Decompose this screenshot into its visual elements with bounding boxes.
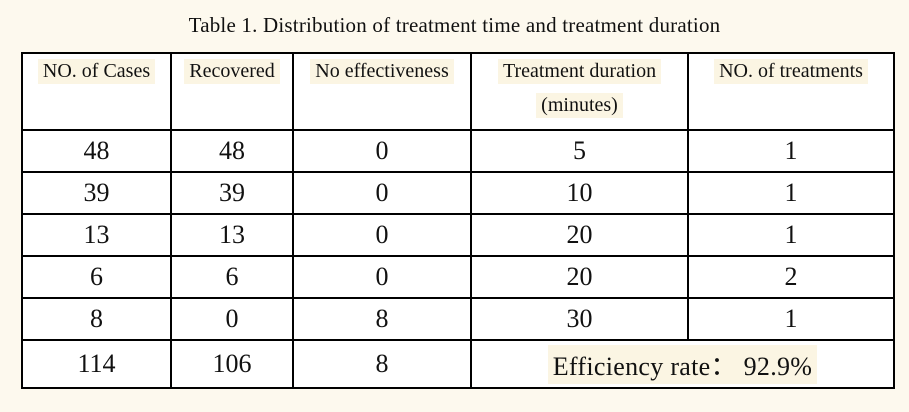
column-header-label: Recovered	[184, 59, 280, 84]
table-cell: 10	[470, 171, 689, 215]
table-cell: 1	[687, 297, 895, 341]
table-cell: 30	[470, 297, 689, 341]
column-header-label: NO. of Cases	[37, 59, 156, 84]
table-cell: 1	[687, 129, 895, 173]
header-row: NO. of Cases Recovered No effectiveness …	[21, 52, 895, 131]
table-cell: 48	[21, 129, 172, 173]
summary-row: 114 106 8 Efficiency rate： 92.9%	[21, 339, 895, 389]
table-cell: 6	[170, 255, 294, 299]
treatment-distribution-table: NO. of Cases Recovered No effectiveness …	[21, 52, 895, 389]
column-header-no-of-treatments: NO. of treatments	[687, 52, 895, 131]
column-header-unit: (minutes)	[473, 93, 686, 118]
table-cell: 8	[21, 297, 172, 341]
table-cell: 1	[687, 213, 895, 257]
table-cell: 0	[292, 255, 472, 299]
table-cell: 13	[170, 213, 294, 257]
table-cell: 0	[292, 129, 472, 173]
table-body: 48 48 0 5 1 39 39 0 10 1 13 13 0 20 1	[21, 129, 895, 389]
table-cell: 2	[687, 255, 895, 299]
table-header: NO. of Cases Recovered No effectiveness …	[21, 52, 895, 131]
table-cell: 6	[21, 255, 172, 299]
table-title: Table 1. Distribution of treatment time …	[188, 13, 721, 37]
table-cell: 20	[470, 255, 689, 299]
table-cell: 1	[687, 171, 895, 215]
table-cell: 48	[170, 129, 294, 173]
table-cell: 39	[170, 171, 294, 215]
table-row: 8 0 8 30 1	[21, 297, 895, 341]
column-header-recovered: Recovered	[170, 52, 294, 131]
column-header-label: Treatment duration	[473, 59, 686, 84]
table-cell: 13	[21, 213, 172, 257]
table-cell: 0	[292, 213, 472, 257]
table-row: 39 39 0 10 1	[21, 171, 895, 215]
efficiency-rate-label: Efficiency rate： 92.9%	[547, 344, 818, 384]
column-header-no-of-cases: NO. of Cases	[21, 52, 172, 131]
column-header-no-effectiveness: No effectiveness	[292, 52, 472, 131]
table-row: 13 13 0 20 1	[21, 213, 895, 257]
column-header-label: No effectiveness	[310, 59, 454, 84]
table-cell: 20	[470, 213, 689, 257]
total-no-effectiveness-cell: 8	[292, 339, 472, 389]
total-cases-cell: 114	[21, 339, 172, 389]
table-cell: 39	[21, 171, 172, 215]
efficiency-rate-cell: Efficiency rate： 92.9%	[470, 339, 895, 389]
table-row: 6 6 0 20 2	[21, 255, 895, 299]
column-header-label: NO. of treatments	[714, 59, 868, 84]
table-cell: 0	[170, 297, 294, 341]
total-recovered-cell: 106	[170, 339, 294, 389]
table-cell: 8	[292, 297, 472, 341]
table-cell: 5	[470, 129, 689, 173]
column-header-treatment-duration: Treatment duration (minutes)	[470, 52, 689, 131]
table-row: 48 48 0 5 1	[21, 129, 895, 173]
table-cell: 0	[292, 171, 472, 215]
